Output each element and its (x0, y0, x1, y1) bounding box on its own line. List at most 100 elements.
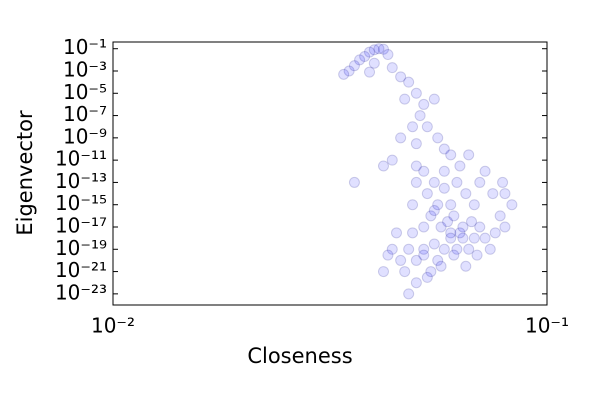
point (428, 93, 440, 105)
point (418, 221, 430, 233)
point (421, 121, 433, 133)
point (368, 44, 380, 56)
point (499, 188, 511, 200)
point (418, 98, 430, 110)
point (428, 205, 440, 217)
point (463, 243, 475, 255)
y-tick-label: 10⁻¹⁹ (55, 236, 107, 260)
point (438, 143, 450, 155)
point (454, 160, 466, 172)
point (377, 266, 389, 278)
point (471, 249, 483, 261)
point (425, 210, 437, 222)
point (403, 288, 415, 300)
point (399, 93, 411, 105)
point (445, 149, 457, 161)
point (428, 176, 440, 188)
y-tick-label: 10⁻⁵ (63, 80, 107, 104)
point (479, 232, 491, 244)
y-tick-label: 10⁻¹¹ (55, 147, 107, 171)
point (421, 188, 433, 200)
point (435, 221, 447, 233)
point (377, 43, 389, 55)
point (432, 254, 444, 266)
point (364, 66, 376, 78)
y-tick-label: 10⁻¹ (63, 35, 107, 59)
point (390, 227, 402, 239)
point (432, 199, 444, 211)
point (494, 210, 506, 222)
point (373, 43, 385, 55)
point (463, 149, 475, 161)
point (418, 243, 430, 255)
point (435, 260, 447, 272)
point (454, 227, 466, 239)
point (451, 243, 463, 255)
point (407, 199, 419, 211)
point (460, 260, 472, 272)
y-tick-label: 10⁻⁷ (63, 102, 107, 126)
point (382, 49, 394, 61)
point (348, 60, 360, 72)
point (395, 71, 407, 83)
x-tick-label: 10⁻¹ (525, 314, 569, 338)
point (382, 249, 394, 261)
point (506, 199, 518, 211)
point (386, 154, 398, 166)
point (410, 176, 422, 188)
y-tick-label: 10⁻¹³ (55, 169, 107, 193)
point (445, 227, 457, 239)
point (354, 54, 366, 66)
point (364, 46, 376, 58)
y-tick-label: 10⁻¹⁷ (55, 213, 107, 237)
point (448, 249, 460, 261)
point (460, 188, 472, 200)
point (410, 254, 422, 266)
point (445, 199, 457, 211)
point (497, 176, 509, 188)
point (438, 243, 450, 255)
point (468, 199, 480, 211)
point (489, 227, 501, 239)
y-tick-label: 10⁻²³ (55, 280, 107, 304)
point (487, 188, 499, 200)
y-tick-label: 10⁻⁹ (63, 124, 107, 148)
point (386, 243, 398, 255)
point (474, 221, 486, 233)
point (418, 249, 430, 261)
point (407, 121, 419, 133)
point (468, 232, 480, 244)
point (395, 132, 407, 144)
point (474, 176, 486, 188)
point (410, 160, 422, 172)
point (403, 76, 415, 88)
point (338, 68, 350, 80)
point (377, 160, 389, 172)
point (359, 50, 371, 62)
point (386, 62, 398, 74)
plot-frame (112, 41, 548, 306)
point (479, 165, 491, 177)
x-axis-label: Closeness (247, 344, 352, 368)
y-tick-label: 10⁻¹⁵ (55, 191, 107, 215)
y-tick-label: 10⁻²¹ (55, 258, 107, 282)
y-axis-label: Eigenvector (13, 110, 37, 236)
point (410, 87, 422, 99)
point (407, 227, 419, 239)
point (403, 243, 415, 255)
point (432, 132, 444, 144)
point (457, 221, 469, 233)
point (466, 216, 478, 228)
point (421, 271, 433, 283)
point (425, 266, 437, 278)
point (457, 232, 469, 244)
point (428, 238, 440, 250)
point (448, 210, 460, 222)
point (438, 182, 450, 194)
point (395, 254, 407, 266)
point (451, 176, 463, 188)
point (445, 232, 457, 244)
point (499, 221, 511, 233)
point (399, 266, 411, 278)
